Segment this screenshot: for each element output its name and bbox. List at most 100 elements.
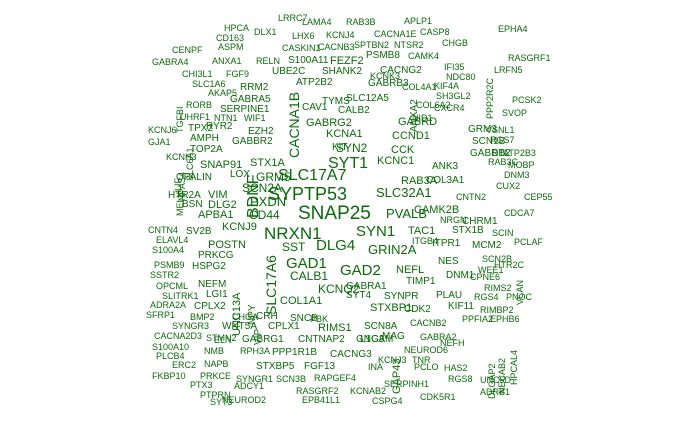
word-vim: VIM [208, 189, 228, 201]
word-ppp2r2c: PPP2R2C [485, 77, 495, 119]
word-cdk5r1: CDK5R1 [420, 392, 456, 402]
word-cspg4: CSPG4 [372, 396, 403, 406]
word-rims1: RIMS1 [318, 322, 352, 334]
word-crh: CRH [256, 311, 278, 322]
word-kif4a: KIF4A [434, 81, 460, 91]
word-scn2b: SCN2B [482, 254, 513, 264]
word-uhrf1: UHRF1 [180, 112, 211, 122]
word-serpinh1: SERPINH1 [384, 379, 430, 389]
word-slc1a6: SLC1A6 [192, 79, 226, 89]
word-cntn4: CNTN4 [148, 225, 179, 235]
word-rimbp2: RIMBP2 [480, 305, 514, 315]
word-tpx2: TPX2 [188, 123, 214, 134]
word-stx1a: STX1A [250, 157, 285, 169]
word-tnr: TNR [412, 355, 431, 365]
word-gabra4: GABRA4 [152, 57, 189, 67]
word-cd163: CD163 [216, 33, 245, 43]
word-rab3b: RAB3B [346, 17, 376, 27]
word-timp1: TIMP1 [406, 276, 436, 287]
word-itpr1: ITPR1 [432, 238, 461, 249]
word-cdca7: CDCA7 [504, 208, 535, 218]
word-nid1: NID1 [412, 113, 433, 123]
word-itgb4: ITGB4 [412, 236, 439, 246]
word-plcb4: PLCB4 [156, 351, 185, 361]
word-rph3a: RPH3A [240, 346, 271, 356]
word-dnm1: DNM1 [446, 270, 475, 281]
word-neurod6: NEUROD6 [404, 345, 449, 355]
word-nrgn: NRGN [440, 215, 467, 225]
word-cacnb3: CACNB3 [318, 42, 355, 52]
word-s100a11: S100A11 [288, 55, 329, 66]
word-bsn: BSN [182, 199, 203, 210]
word-nefm: NEFM [198, 279, 227, 290]
word-rapgef4: RAPGEF4 [314, 373, 357, 383]
word-cdk2: CDK2 [404, 304, 431, 315]
word-sst: SST [282, 240, 306, 254]
word-scin: SCIN [492, 228, 514, 238]
word-sptbn2: SPTBN2 [354, 40, 390, 50]
word-hpca: HPCA [224, 23, 250, 33]
word-ank3: ANK3 [432, 161, 459, 172]
word-necab2: NECAB2 [497, 357, 507, 394]
word-dlx1: DLX1 [254, 27, 277, 37]
word-sstr2: SSTR2 [150, 270, 180, 280]
word-elavl4: ELAVL4 [156, 235, 189, 245]
word-ephb6: EPHB6 [490, 314, 520, 324]
word-mcm2: MCM2 [472, 240, 502, 251]
word-stxbp5: STXBP5 [256, 361, 295, 372]
word-rab3a: RAB3A [401, 175, 438, 187]
word-ina: INA [368, 362, 384, 372]
word-psmb9: PSMB9 [154, 260, 185, 270]
word-htr2c: HTR2C [494, 260, 525, 270]
word-camk4: CAMK4 [408, 51, 440, 61]
word-scn2a: SCN2A [242, 181, 283, 195]
word-syt4: SYT4 [346, 290, 372, 301]
word-cav1: CAV1 [302, 102, 328, 113]
word-slc17a6: SLC17A6 [263, 255, 279, 315]
word-grm3: GRM3 [468, 124, 497, 135]
word-cpne6: CPNE6 [470, 272, 501, 282]
word-kcnh3: KCNH3 [166, 152, 197, 162]
word-unc5d: UNC5D [480, 375, 512, 385]
word-prkcg: PRKCG [198, 250, 234, 261]
word-pclo: PCLO [414, 362, 439, 372]
word-mobp: MOBP [508, 160, 535, 170]
word-cacna2d3: CACNA2D3 [154, 331, 203, 341]
word-top2a: TOP2A [190, 144, 223, 155]
word-ube2c: UBE2C [272, 66, 306, 77]
word-rgs4: RGS4 [474, 292, 499, 302]
word-rasgrf2: RASGRF2 [296, 386, 339, 396]
word-syptp53: SYPTP53 [268, 184, 348, 204]
word-pxdn: PXDN [250, 194, 287, 209]
word-gabrg1: GABRG1 [242, 334, 284, 345]
word-napb: NAPB [204, 359, 229, 369]
word-gabbr2: GABBR2 [232, 136, 273, 147]
word-syngr1: SYNGR1 [236, 374, 274, 384]
word-aplp1: APLP1 [404, 16, 433, 26]
word-dtl: DTL [492, 148, 510, 158]
word-cplx1: CPLX1 [268, 321, 300, 332]
word-ezh2: EZH2 [248, 126, 274, 137]
word-rgs7: RGS7 [490, 135, 515, 145]
word-pvalb: PVALB [386, 206, 427, 221]
word-lox: LOX [230, 169, 251, 180]
word-sncb: SNCB [290, 313, 318, 324]
word-hspg2: HSPG2 [192, 261, 226, 272]
word-scn1b: SCN1B [472, 136, 506, 147]
word-erc2: ERC2 [172, 360, 197, 370]
word-ptx3: PTX3 [190, 380, 213, 390]
word-epb41l1: EPB41L1 [302, 395, 341, 405]
word-nmb: NMB [204, 346, 224, 356]
word-vcan: VCAN [515, 279, 525, 305]
word-anxa2: ANXA2 [409, 99, 420, 132]
word-syt1: SYT1 [328, 155, 369, 172]
word-nes: NES [438, 256, 459, 267]
word-scn3b: SCN3B [276, 374, 307, 384]
word-stmn2: STMN2 [206, 333, 237, 343]
word-gja1: GJA1 [148, 137, 171, 147]
word-fgf9: FGF9 [226, 69, 250, 79]
word-cd44: CD44 [249, 208, 280, 222]
word-prkce: PRKCE [200, 371, 232, 381]
word-chi3l1: CHI3L1 [182, 69, 213, 79]
